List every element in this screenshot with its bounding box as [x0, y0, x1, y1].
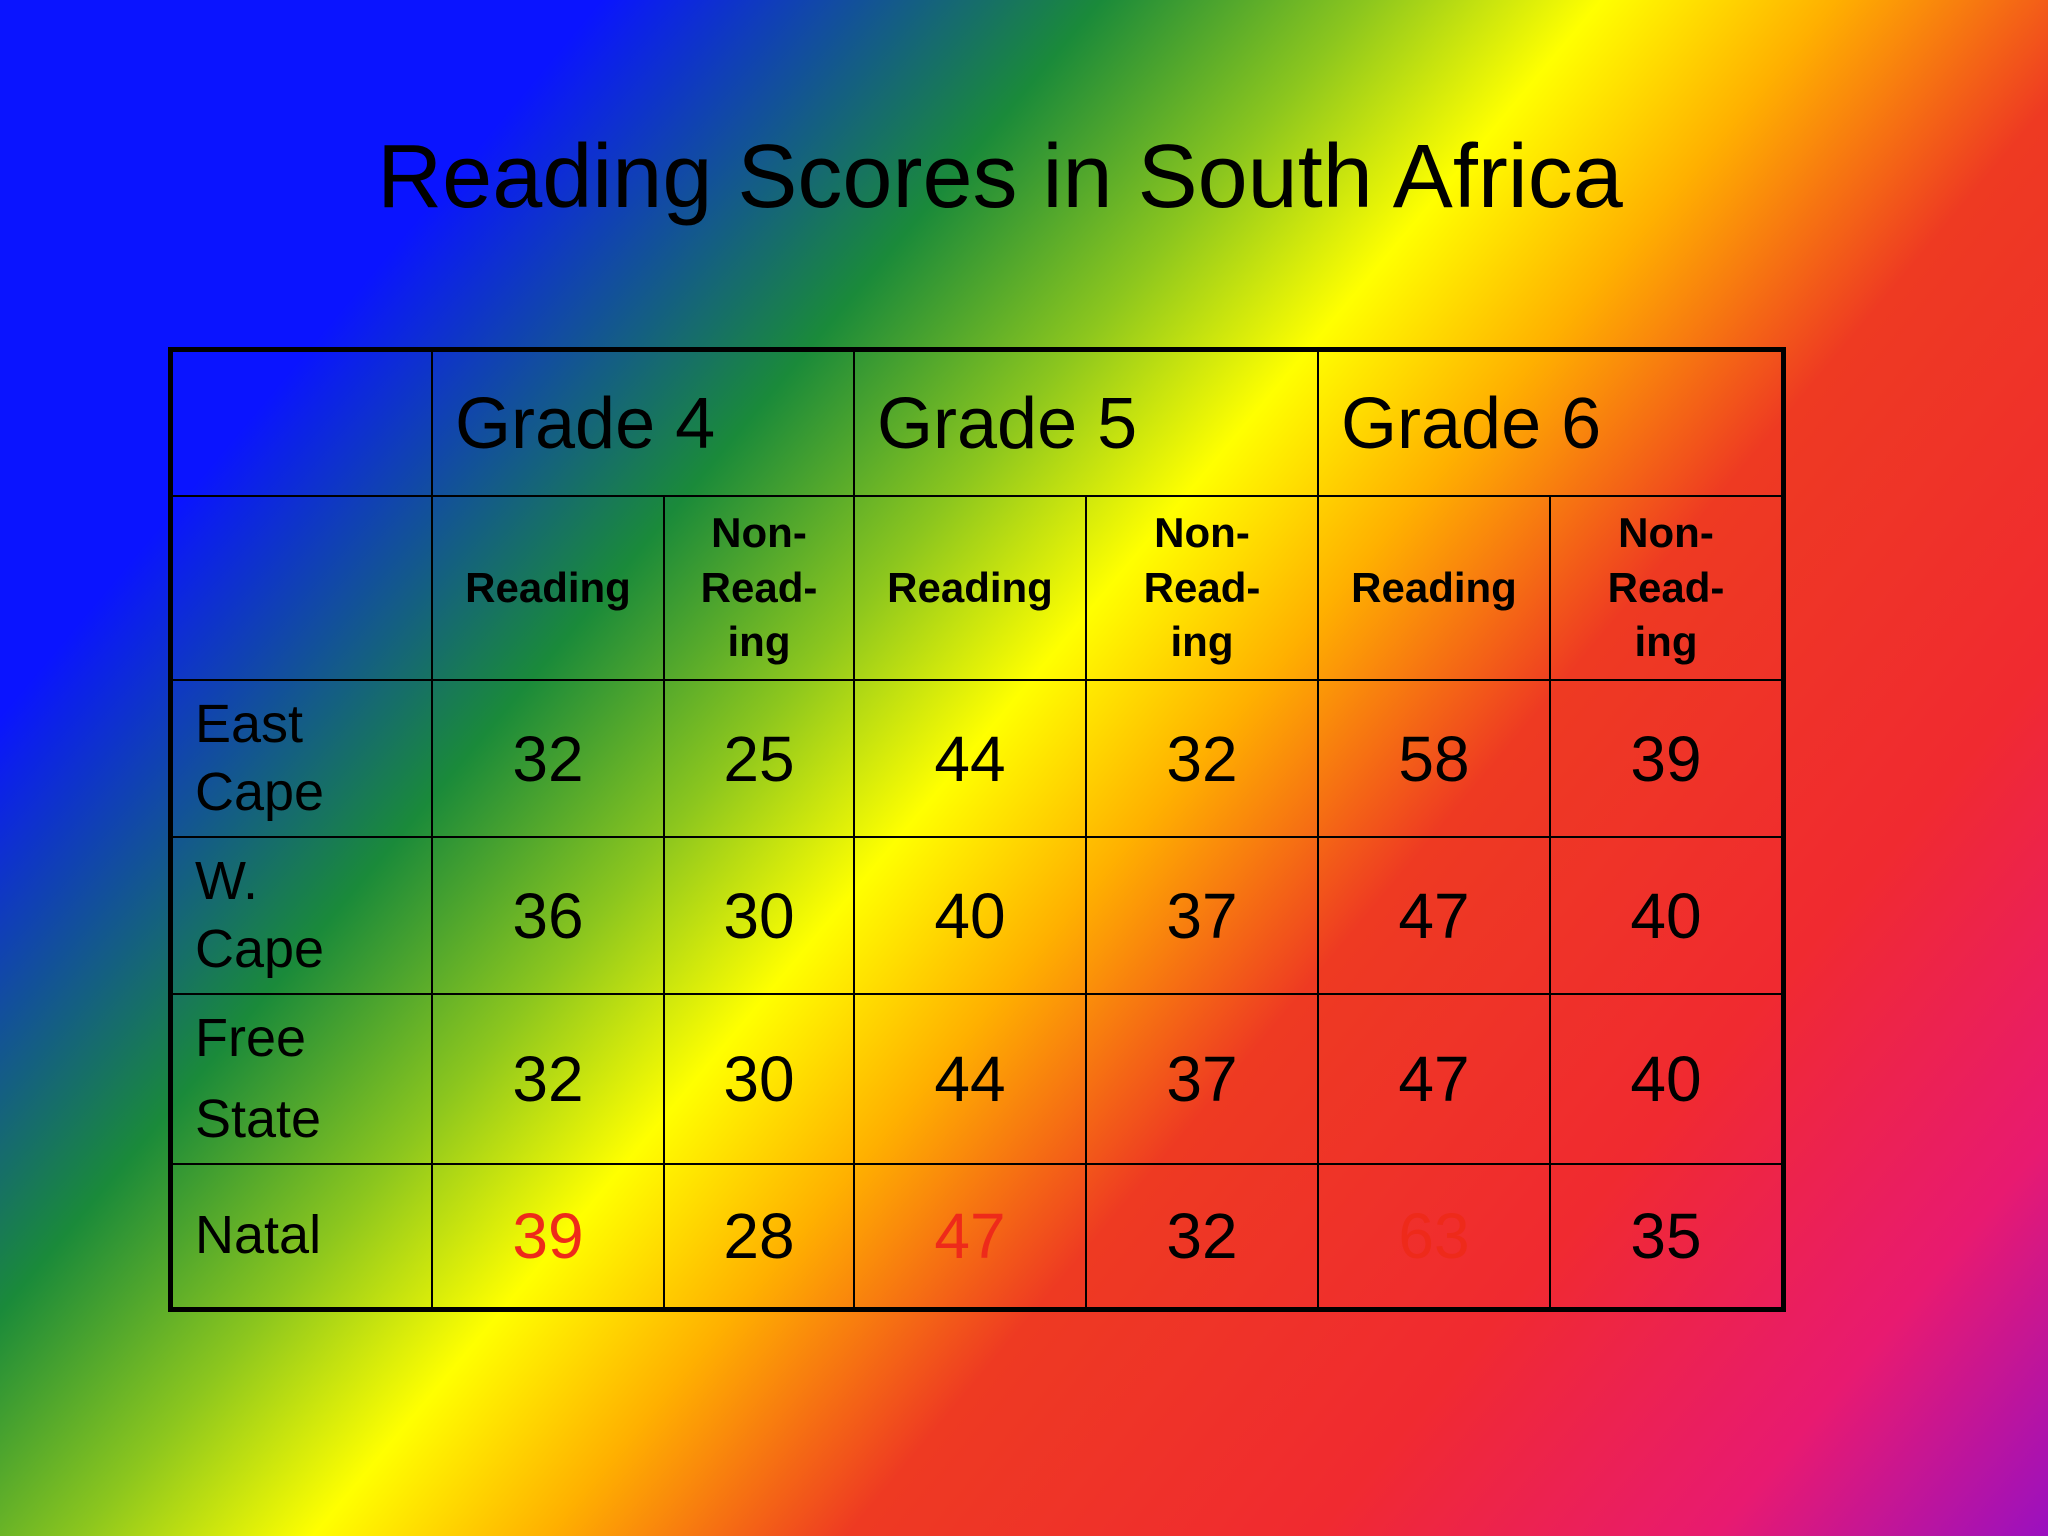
non-reading-header: Non- Read-ing [663, 495, 855, 681]
region-label: East Cape [169, 679, 433, 838]
score-cell: 39 [1549, 679, 1785, 838]
reading-header: Reading [1317, 495, 1551, 681]
score-cell: 36 [431, 836, 665, 995]
score-cell: 25 [663, 679, 855, 838]
highlighted-score-cell: 63 [1317, 1163, 1551, 1311]
non-reading-header: Non- Read-ing [1549, 495, 1785, 681]
grade-header: Grade 5 [853, 348, 1319, 497]
score-cell: 40 [1549, 993, 1785, 1165]
highlighted-score-cell: 39 [431, 1163, 665, 1311]
reading-header: Reading [431, 495, 665, 681]
highlighted-score-cell: 47 [853, 1163, 1087, 1311]
region-label: Natal [169, 1163, 433, 1311]
score-cell: 32 [431, 679, 665, 838]
non-reading-header: Non- Read-ing [1085, 495, 1319, 681]
region-label: W. Cape [169, 836, 433, 995]
reading-header: Reading [853, 495, 1087, 681]
score-cell: 37 [1085, 836, 1319, 995]
subheader-row: Reading Non- Read-ing Reading Non- Read-in… [169, 495, 1785, 681]
score-cell: 28 [663, 1163, 855, 1311]
score-cell: 44 [853, 993, 1087, 1165]
score-cell: 40 [1549, 836, 1785, 995]
score-cell: 32 [1085, 679, 1319, 838]
grade-header: Grade 4 [431, 348, 855, 497]
score-cell: 47 [1317, 993, 1551, 1165]
corner-cell [169, 348, 433, 497]
score-cell: 30 [663, 993, 855, 1165]
score-cell: 30 [663, 836, 855, 995]
slide-title: Reading Scores in South Africa [377, 127, 1623, 227]
score-cell: 35 [1549, 1163, 1785, 1311]
score-cell: 47 [1317, 836, 1551, 995]
score-cell: 32 [431, 993, 665, 1165]
grade-header-row: Grade 4 Grade 5 Grade 6 [169, 348, 1785, 497]
score-cell: 44 [853, 679, 1087, 838]
region-label: Free State [169, 993, 433, 1165]
score-cell: 37 [1085, 993, 1319, 1165]
score-cell: 40 [853, 836, 1087, 995]
scores-table: Grade 4 Grade 5 Grade 6 Reading Non- Read… [168, 347, 1786, 1312]
table-row: W. Cape 36 30 40 37 47 40 [169, 836, 1785, 995]
table-row: Free State 32 30 44 37 47 40 [169, 993, 1785, 1165]
table-row: East Cape 32 25 44 32 58 39 [169, 679, 1785, 838]
grade-header: Grade 6 [1317, 348, 1785, 497]
score-cell: 32 [1085, 1163, 1319, 1311]
corner-cell [169, 495, 433, 681]
score-cell: 58 [1317, 679, 1551, 838]
table-row: Natal 39 28 47 32 63 35 [169, 1163, 1785, 1311]
